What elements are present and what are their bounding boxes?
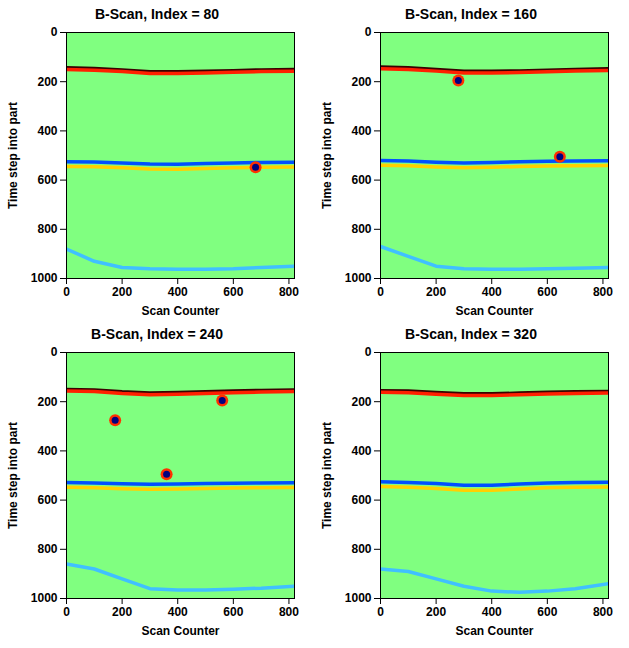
- svg-text:400: 400: [37, 444, 57, 458]
- svg-text:600: 600: [37, 173, 57, 187]
- svg-text:0: 0: [51, 25, 58, 39]
- svg-text:Scan Counter: Scan Counter: [455, 624, 533, 638]
- svg-text:200: 200: [37, 395, 57, 409]
- html-text:B-Scan, Index = 80: B-Scan, Index = 80: [94, 6, 219, 22]
- svg-text:600: 600: [537, 285, 557, 299]
- svg-text:200: 200: [37, 75, 57, 89]
- svg-text:0: 0: [377, 605, 384, 619]
- html-text:B-Scan, Index = 240: B-Scan, Index = 240: [91, 326, 223, 342]
- svg-text:1000: 1000: [31, 271, 58, 285]
- svg-text:800: 800: [351, 222, 371, 236]
- svg-text:1000: 1000: [345, 271, 372, 285]
- svg-text:600: 600: [223, 285, 243, 299]
- svg-text:800: 800: [279, 605, 299, 619]
- svg-text:0: 0: [63, 285, 70, 299]
- svg-text:400: 400: [482, 285, 502, 299]
- svg-text:Time step into part: Time step into part: [320, 422, 334, 529]
- svg-text:800: 800: [279, 285, 299, 299]
- svg-text:200: 200: [112, 605, 132, 619]
- svg-text:Scan Counter: Scan Counter: [141, 304, 219, 318]
- svg-text:Time step into part: Time step into part: [6, 102, 20, 209]
- svg-text:600: 600: [351, 173, 371, 187]
- svg-text:1000: 1000: [31, 591, 58, 605]
- svg-text:800: 800: [351, 542, 371, 556]
- svg-text:400: 400: [37, 124, 57, 138]
- svg-text:400: 400: [168, 605, 188, 619]
- svg-text:400: 400: [168, 285, 188, 299]
- svg-text:1000: 1000: [345, 591, 372, 605]
- svg-text:0: 0: [51, 345, 58, 359]
- svg-text:400: 400: [482, 605, 502, 619]
- svg-text:200: 200: [426, 605, 446, 619]
- svg-text:600: 600: [351, 493, 371, 507]
- svg-text:800: 800: [37, 222, 57, 236]
- svg-text:600: 600: [37, 493, 57, 507]
- svg-text:400: 400: [351, 444, 371, 458]
- svg-text:800: 800: [593, 605, 613, 619]
- html-text:B-Scan, Index = 320: B-Scan, Index = 320: [405, 326, 537, 342]
- svg-text:200: 200: [426, 285, 446, 299]
- svg-text:200: 200: [351, 75, 371, 89]
- svg-text:0: 0: [365, 345, 372, 359]
- svg-text:400: 400: [351, 124, 371, 138]
- svg-text:Time step into part: Time step into part: [6, 422, 20, 529]
- svg-text:Scan Counter: Scan Counter: [141, 624, 219, 638]
- svg-text:0: 0: [377, 285, 384, 299]
- svg-text:200: 200: [351, 395, 371, 409]
- svg-text:Scan Counter: Scan Counter: [455, 304, 533, 318]
- svg-text:800: 800: [593, 285, 613, 299]
- svg-text:0: 0: [63, 605, 70, 619]
- svg-text:800: 800: [37, 542, 57, 556]
- svg-text:Time step into part: Time step into part: [320, 102, 334, 209]
- svg-text:0: 0: [365, 25, 372, 39]
- svg-text:200: 200: [112, 285, 132, 299]
- svg-text:600: 600: [223, 605, 243, 619]
- html-text:B-Scan, Index = 160: B-Scan, Index = 160: [405, 6, 537, 22]
- svg-text:600: 600: [537, 605, 557, 619]
